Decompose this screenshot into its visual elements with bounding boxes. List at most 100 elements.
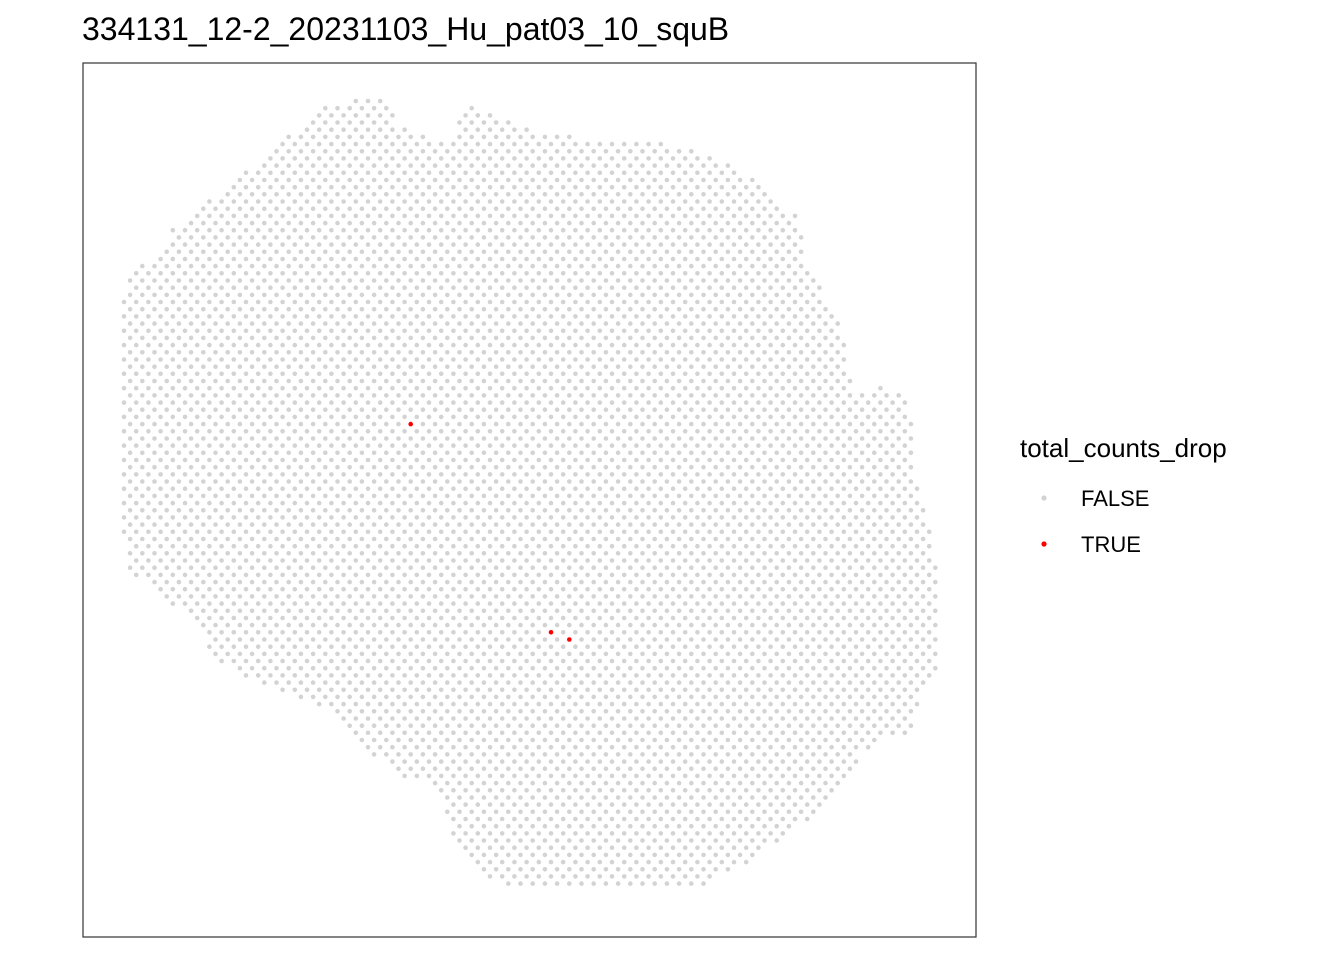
- data-point-false: [719, 687, 725, 693]
- data-point-false: [390, 400, 395, 405]
- data-point-false: [676, 608, 682, 614]
- data-point-false: [786, 651, 792, 657]
- data-point-false: [762, 464, 767, 470]
- data-point-false: [902, 400, 908, 405]
- data-point-false: [701, 192, 706, 197]
- data-point-false: [512, 644, 517, 649]
- data-point-false: [396, 249, 401, 255]
- data-point-false: [524, 400, 529, 405]
- data-point-false: [524, 716, 529, 721]
- data-point-false: [133, 285, 139, 291]
- data-point-false: [872, 694, 877, 700]
- data-point-false: [463, 314, 468, 319]
- data-point-false: [426, 586, 432, 592]
- data-point-false: [811, 364, 816, 370]
- data-point-false: [536, 701, 542, 707]
- data-point-false: [396, 206, 401, 211]
- data-point-false: [140, 522, 145, 527]
- data-point-false: [121, 299, 127, 305]
- data-point-false: [371, 105, 377, 111]
- data-point-false: [762, 508, 767, 513]
- data-point-false: [127, 464, 133, 470]
- data-point-false: [597, 429, 603, 434]
- data-point-false: [737, 622, 743, 628]
- data-point-false: [554, 249, 560, 255]
- data-point-false: [207, 515, 212, 520]
- data-point-false: [707, 615, 712, 621]
- data-point-false: [213, 206, 218, 211]
- data-point-false: [268, 486, 273, 492]
- data-point-false: [817, 357, 822, 362]
- data-point-false: [567, 134, 572, 140]
- data-point-false: [829, 443, 834, 448]
- data-point-false: [304, 299, 310, 305]
- data-point-false: [518, 694, 523, 700]
- data-point-false: [847, 694, 853, 700]
- data-point-false: [457, 579, 462, 585]
- data-point-false: [701, 608, 706, 614]
- data-point-false: [926, 615, 932, 621]
- data-point-false: [682, 615, 688, 621]
- data-point-false: [823, 651, 828, 657]
- data-point-false: [323, 680, 328, 685]
- data-point-false: [292, 170, 298, 176]
- data-point-false: [719, 529, 725, 535]
- data-point-false: [390, 558, 395, 563]
- data-point-false: [316, 156, 322, 161]
- data-point-false: [695, 615, 700, 621]
- data-point-false: [499, 601, 505, 606]
- data-point-false: [853, 515, 859, 520]
- data-point-false: [493, 364, 499, 370]
- data-point-false: [457, 651, 462, 657]
- data-point-false: [414, 730, 420, 736]
- data-point-false: [658, 141, 664, 147]
- data-point-false: [689, 364, 694, 370]
- data-point-false: [152, 464, 157, 470]
- data-point-false: [487, 314, 493, 319]
- data-point-false: [737, 235, 743, 240]
- data-point-false: [676, 421, 682, 427]
- data-point-false: [499, 127, 505, 132]
- data-point-false: [390, 644, 395, 649]
- data-point-false: [164, 407, 169, 413]
- data-point-false: [237, 508, 243, 513]
- data-point-false: [377, 98, 383, 104]
- data-point-false: [445, 421, 450, 427]
- data-point-false: [768, 500, 773, 506]
- data-point-false: [658, 357, 664, 362]
- data-point-false: [780, 716, 786, 721]
- data-point-false: [731, 414, 737, 420]
- data-point-false: [457, 680, 462, 685]
- data-point-false: [865, 515, 871, 520]
- data-point-false: [920, 579, 926, 585]
- data-point-false: [481, 350, 487, 355]
- data-point-false: [884, 407, 889, 413]
- data-point-false: [768, 558, 773, 563]
- data-point-false: [798, 378, 804, 384]
- data-point-false: [560, 457, 566, 463]
- data-point-false: [536, 558, 542, 563]
- data-point-false: [542, 651, 548, 657]
- data-point-false: [286, 335, 292, 341]
- data-point-false: [201, 493, 206, 499]
- data-point-false: [859, 594, 865, 599]
- data-point-false: [432, 350, 438, 355]
- data-point-false: [280, 213, 285, 219]
- data-point-false: [689, 622, 694, 628]
- data-point-false: [731, 457, 737, 463]
- data-point-false: [597, 644, 603, 649]
- data-point-false: [701, 637, 706, 642]
- data-point-false: [603, 206, 609, 211]
- data-point-false: [316, 630, 322, 635]
- data-point-false: [926, 572, 932, 578]
- data-point-false: [347, 105, 353, 111]
- data-point-false: [310, 493, 316, 499]
- data-point-false: [475, 414, 481, 420]
- data-point-false: [262, 192, 267, 197]
- data-point-false: [316, 558, 322, 563]
- data-point-false: [743, 744, 749, 750]
- data-point-false: [384, 479, 389, 484]
- data-point-false: [823, 579, 828, 585]
- data-point-false: [274, 508, 279, 513]
- data-point-false: [701, 479, 706, 484]
